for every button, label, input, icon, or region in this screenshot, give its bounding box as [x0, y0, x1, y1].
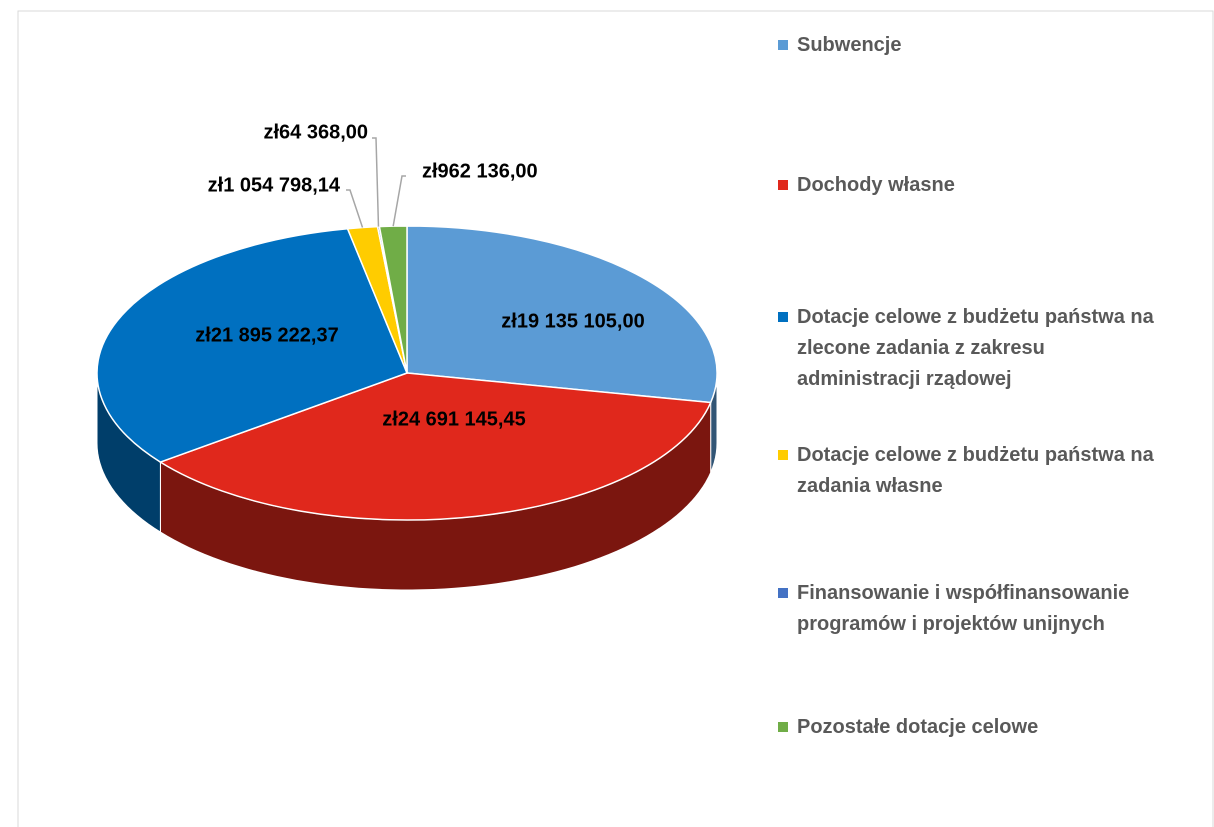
legend-swatch: [778, 588, 788, 598]
legend-swatch: [778, 450, 788, 460]
legend-swatch: [778, 722, 788, 732]
pie-slice: [158, 372, 712, 521]
data-label: zł21 895 222,37: [195, 324, 338, 346]
legend-item: Subwencje: [778, 30, 1198, 61]
legend-item: Dotacje celowe z budżetu państwa na zada…: [778, 440, 1198, 502]
pie-slice: [378, 225, 408, 374]
leader-line: [392, 175, 406, 227]
legend-label: Finansowanie i współfinansowanie program…: [797, 582, 1130, 635]
legend-item: Dotacje celowe z budżetu państwa na zlec…: [778, 302, 1198, 395]
legend-label: Pozostałe dotacje celowe: [797, 716, 1039, 738]
legend-swatch: [778, 40, 788, 50]
legend-item: Pozostałe dotacje celowe: [778, 712, 1198, 743]
legend-swatch: [778, 312, 788, 322]
legend-label: Dotacje celowe z budżetu państwa na zada…: [797, 444, 1154, 497]
legend-label: Dotacje celowe z budżetu państwa na zlec…: [797, 306, 1154, 390]
data-label: zł1 054 798,14: [208, 174, 341, 196]
data-label: zł64 368,00: [263, 121, 368, 143]
data-label: zł19 135 105,00: [501, 310, 644, 332]
pie-slice: [96, 227, 408, 463]
data-label: zł962 136,00: [422, 160, 538, 182]
legend-item: Finansowanie i współfinansowanie program…: [778, 578, 1198, 640]
data-label: zł24 691 145,45: [382, 408, 525, 430]
legend-label: Subwencje: [797, 34, 902, 56]
leader-line: [372, 137, 380, 227]
legend-label: Dochody własne: [797, 174, 955, 196]
legend-item: Dochody własne: [778, 170, 1198, 201]
pie-slice: [406, 225, 718, 404]
legend-swatch: [778, 180, 788, 190]
chart-frame: [17, 10, 1214, 827]
leader-line: [346, 189, 364, 228]
